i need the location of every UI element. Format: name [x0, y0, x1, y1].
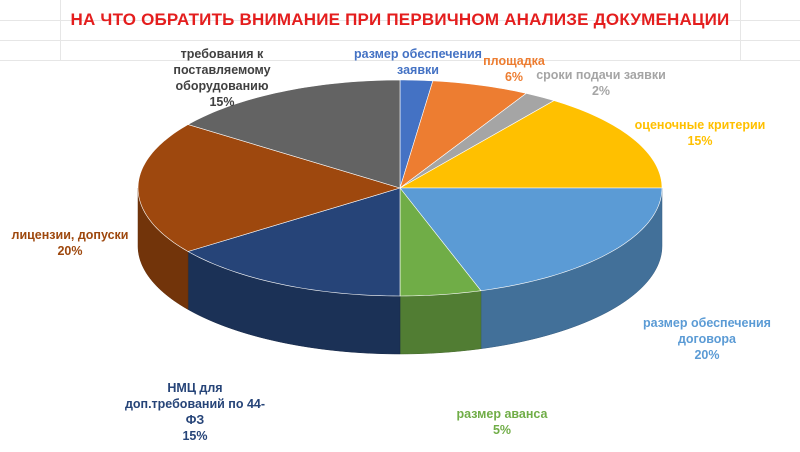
slice-label-name: НМЦ для доп.требований по 44- ФЗ	[124, 381, 266, 427]
slice-label-name: площадка	[483, 54, 545, 68]
pie-slice-s4	[398, 100, 663, 189]
pie-slice-s3	[399, 93, 555, 189]
pie-slice-s9	[187, 79, 401, 189]
slice-label-s9: требования к поставляемому оборудованию 1…	[173, 46, 270, 110]
slice-label-name: требования к поставляемому оборудованию	[173, 47, 271, 93]
slice-label-s7: НМЦ для доп.требований по 44- ФЗ 15%	[125, 380, 265, 444]
vline-2	[740, 0, 741, 60]
slice-label-s1: размер обеспечения заявки 2%	[354, 46, 482, 94]
slice-label-s6: размер аванса 5%	[457, 406, 548, 438]
slice-label-percent: 20%	[694, 348, 720, 362]
slice-label-percent: 20%	[57, 244, 83, 258]
slice-label-name: размер обеспечения договора	[643, 316, 771, 346]
slice-label-s3: сроки подачи заявки 2%	[536, 67, 666, 99]
vline-1	[60, 0, 61, 60]
slice-label-name: лицензии, допуски	[11, 228, 129, 242]
slice-label-name: оценочные критерии	[634, 118, 766, 132]
pie-slice-s2	[399, 80, 527, 189]
pie-slice-s5	[399, 187, 663, 292]
pie-slice-s7	[187, 187, 401, 297]
slice-label-percent: 2%	[408, 79, 428, 93]
pie-slice-s6	[399, 187, 482, 297]
slice-label-s5: размер обеспечения договора 20%	[643, 315, 771, 363]
gridline-2	[0, 40, 800, 41]
slice-label-percent: 15%	[209, 95, 235, 109]
pie-slice-s8	[137, 124, 402, 252]
pie-sides	[137, 187, 663, 355]
pie-side-s6	[399, 290, 482, 355]
slice-label-s4: оценочные критерии 15%	[635, 117, 766, 149]
chart-title: НА ЧТО ОБРАТИТЬ ВНИМАНИЕ ПРИ ПЕРВИЧНОМ А…	[70, 10, 730, 29]
slice-label-s8: лицензии, допуски 20%	[12, 227, 129, 259]
slice-label-percent: 5%	[492, 423, 512, 437]
slice-label-s2: площадка 6%	[483, 53, 545, 85]
slice-label-name: размер аванса	[456, 407, 548, 421]
gridline-3	[0, 60, 800, 61]
gridline-1	[0, 20, 800, 21]
slice-label-name: сроки подачи заявки	[536, 68, 666, 82]
slice-label-name: размер обеспечения заявки	[354, 47, 482, 77]
slice-label-percent: 2%	[591, 84, 611, 98]
slice-label-percent: 15%	[687, 134, 713, 148]
pie-tops	[137, 79, 663, 297]
slice-label-percent: 6%	[504, 70, 524, 84]
slice-label-percent: 15%	[182, 429, 208, 443]
